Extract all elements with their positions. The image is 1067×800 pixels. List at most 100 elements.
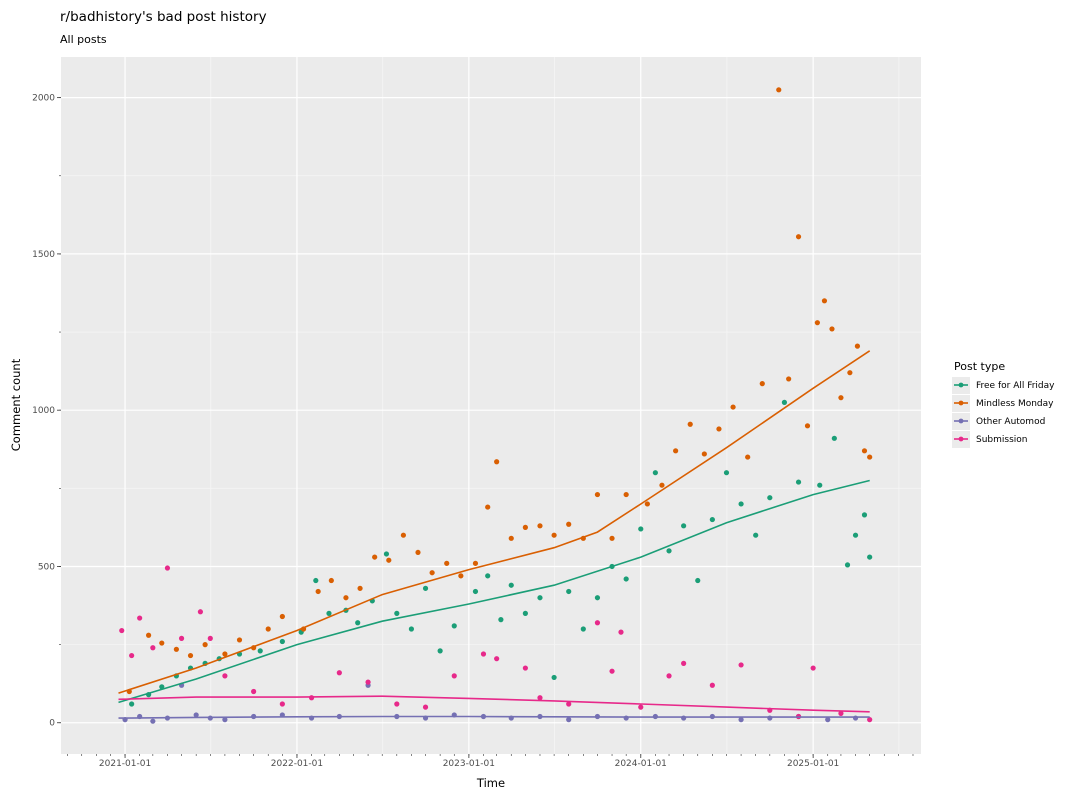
- data-point: [178, 635, 185, 641]
- data-point: [146, 632, 152, 638]
- data-point: [867, 454, 873, 460]
- data-point: [580, 626, 586, 632]
- data-point: [723, 470, 730, 476]
- legend-label: Other Automod: [976, 417, 1045, 427]
- legend-title: Post type: [954, 360, 1005, 373]
- trend-line: [118, 715, 870, 719]
- data-point: [666, 673, 672, 679]
- data-point: [867, 554, 873, 560]
- data-point: [867, 717, 873, 723]
- data-point: [767, 495, 773, 501]
- chart-subtitle: All posts: [60, 33, 107, 46]
- data-point: [829, 326, 835, 332]
- x-tick-label: 2022-01-01: [271, 759, 323, 769]
- data-point: [458, 573, 464, 579]
- data-point: [638, 704, 644, 710]
- data-point: [594, 595, 601, 601]
- data-point: [522, 610, 528, 616]
- data-point: [738, 501, 744, 507]
- data-point: [326, 610, 332, 616]
- data-point: [814, 320, 820, 326]
- data-point: [847, 370, 853, 376]
- x-tick-label: 2023-01-01: [443, 759, 495, 769]
- trend-lines: [118, 350, 871, 719]
- data-point: [202, 642, 208, 648]
- data-point: [861, 512, 868, 518]
- data-point: [776, 87, 782, 93]
- data-point: [150, 718, 156, 724]
- data-point: [343, 595, 349, 601]
- data-point: [357, 585, 363, 591]
- data-point: [659, 482, 665, 488]
- data-point: [119, 627, 125, 634]
- data-point: [537, 523, 543, 529]
- data-point: [257, 648, 263, 654]
- data-point: [451, 623, 457, 629]
- data-point: [695, 577, 701, 584]
- y-axis-title: Comment count: [9, 358, 23, 451]
- y-tick-label: 2000: [32, 94, 55, 104]
- data-point: [861, 448, 868, 454]
- legend-key-point: [958, 436, 964, 442]
- data-point: [852, 532, 859, 538]
- data-point: [609, 668, 615, 674]
- data-point: [137, 615, 143, 621]
- trend-line: [118, 695, 870, 713]
- data-point: [129, 652, 135, 659]
- data-point: [795, 479, 802, 485]
- data-point: [279, 701, 285, 707]
- data-point: [551, 532, 557, 538]
- data-point: [701, 451, 707, 457]
- data-point: [279, 638, 285, 645]
- data-point: [265, 626, 271, 632]
- data-point: [852, 715, 859, 721]
- data-point: [781, 399, 788, 405]
- data-point: [745, 454, 751, 460]
- data-point: [623, 715, 629, 721]
- y-axis-ticks: 0 500 1000 1500 2000: [32, 94, 61, 729]
- data-point: [485, 504, 491, 510]
- grid-lines: [61, 57, 921, 754]
- data-point: [623, 576, 629, 582]
- legend-label: Submission: [976, 435, 1028, 445]
- data-point: [193, 712, 199, 718]
- data-point: [551, 674, 557, 681]
- plot-panel: [61, 57, 921, 754]
- data-point: [279, 613, 285, 620]
- data-point: [383, 551, 390, 557]
- data-point: [187, 652, 194, 659]
- data-point: [681, 660, 687, 666]
- data-point: [566, 588, 572, 595]
- data-point: [355, 620, 361, 626]
- data-point: [400, 532, 406, 538]
- trend-line: [118, 479, 870, 704]
- data-point: [365, 679, 371, 685]
- data-point: [666, 548, 672, 554]
- data-point: [494, 656, 500, 662]
- data-point: [738, 662, 744, 668]
- data-point: [429, 570, 435, 576]
- data-point: [485, 573, 491, 579]
- data-point: [566, 701, 572, 707]
- data-point: [328, 577, 334, 584]
- data-point: [522, 524, 528, 530]
- data-point: [759, 381, 765, 387]
- data-point: [681, 523, 687, 529]
- x-axis-ticks: 2021-01-01 2022-01-01 2023-01-01 2024-01-01…: [67, 754, 914, 769]
- data-point: [738, 717, 744, 723]
- legend-label: Mindless Monday: [976, 399, 1054, 409]
- data-point: [817, 482, 823, 488]
- data-point: [716, 426, 722, 432]
- data-point: [451, 673, 457, 679]
- data-point: [795, 234, 802, 240]
- data-point: [838, 395, 844, 401]
- data-point: [753, 532, 759, 538]
- data-point: [821, 298, 828, 304]
- legend: Post type Free for All Friday Mindless Mo…: [952, 360, 1055, 448]
- data-point: [854, 343, 861, 349]
- data-point: [197, 609, 204, 615]
- data-point: [313, 577, 319, 584]
- data-point: [594, 491, 601, 498]
- data-point: [673, 448, 679, 454]
